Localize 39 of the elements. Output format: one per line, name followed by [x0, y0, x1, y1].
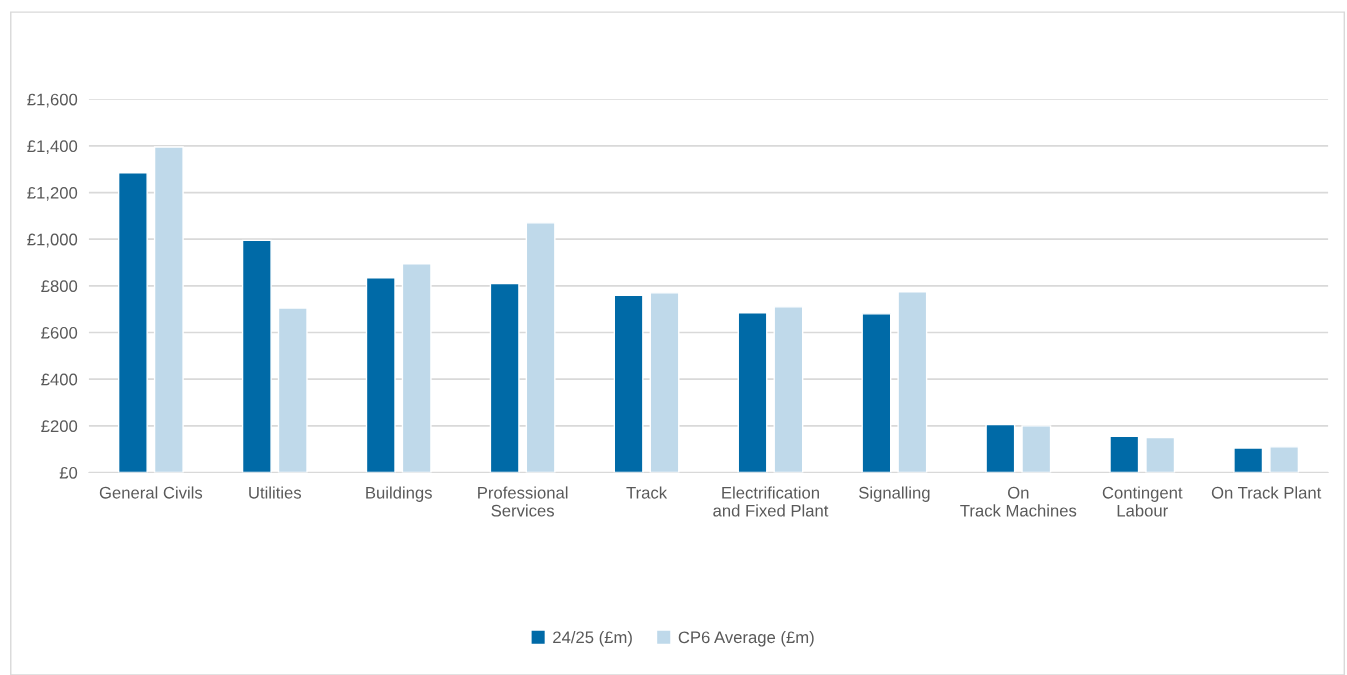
y-tick-label: £400 [41, 373, 78, 386]
bar [117, 172, 148, 473]
x-tick-label: General Civils [99, 486, 203, 499]
bar [277, 307, 308, 473]
x-tick-label: On Track Plant [1211, 486, 1322, 499]
bar [897, 290, 928, 473]
y-tick-label: £800 [41, 280, 78, 293]
bar [401, 263, 432, 473]
bar [1109, 435, 1140, 473]
bar [365, 277, 396, 473]
y-tick-label: £0 [59, 466, 78, 479]
bar [241, 239, 272, 473]
y-tick-label: £600 [41, 326, 78, 339]
x-tick-label: Professional Services [478, 486, 568, 517]
y-tick-label: £1,000 [27, 233, 78, 248]
bar [773, 306, 804, 473]
x-tick-label: Buildings [366, 486, 432, 502]
x-tick-label: Electrification and Fixed Plant [713, 486, 829, 517]
bar [861, 313, 892, 473]
x-tick-label: On Track Machines [960, 486, 1077, 517]
bar [985, 423, 1016, 473]
y-tick-label: £1,200 [27, 186, 78, 201]
bar [153, 146, 184, 473]
legend-label: CP6 Average (£m) [678, 630, 814, 647]
y-tick-label: £1,600 [27, 93, 78, 108]
bar [489, 282, 520, 473]
bar [649, 292, 680, 473]
bar [1021, 425, 1052, 473]
x-tick-label: Track [626, 486, 668, 499]
bar [525, 222, 556, 473]
bar [613, 294, 644, 473]
y-tick-label: £1,400 [27, 140, 78, 155]
x-tick-label: Utilities [249, 486, 302, 499]
legend-label: 24/25 (£m) [553, 630, 632, 647]
bar [737, 311, 768, 473]
bar [1145, 436, 1176, 473]
y-tick-label: £200 [41, 420, 78, 433]
x-tick-label: Contingent Labour [1102, 486, 1183, 517]
x-tick-label: Signalling [859, 486, 930, 502]
